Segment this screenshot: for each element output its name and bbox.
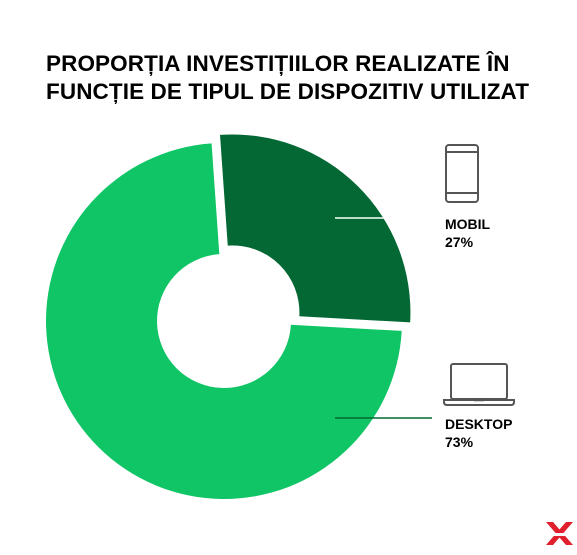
donut-slices xyxy=(45,134,411,500)
xtb-logo-icon xyxy=(546,522,573,545)
desktop-label: DESKTOP xyxy=(445,416,512,432)
mobil-label: MOBIL xyxy=(445,216,491,232)
slice-desktop xyxy=(45,143,402,500)
mobil-value-label: 27% xyxy=(445,234,474,250)
laptop-icon xyxy=(443,363,515,406)
chart-title: PROPORȚIA INVESTIȚIILOR REALIZATE ÎN FUN… xyxy=(46,50,566,106)
chart-title-line-1: PROPORȚIA INVESTIȚIILOR REALIZATE ÎN xyxy=(46,51,510,76)
chart-title-line-2: FUNCȚIE DE TIPUL DE DISPOZITIV UTILIZAT xyxy=(46,79,530,104)
slice-mobil xyxy=(220,134,411,323)
desktop-value-label: 73% xyxy=(445,434,474,450)
smartphone-icon xyxy=(445,144,479,203)
